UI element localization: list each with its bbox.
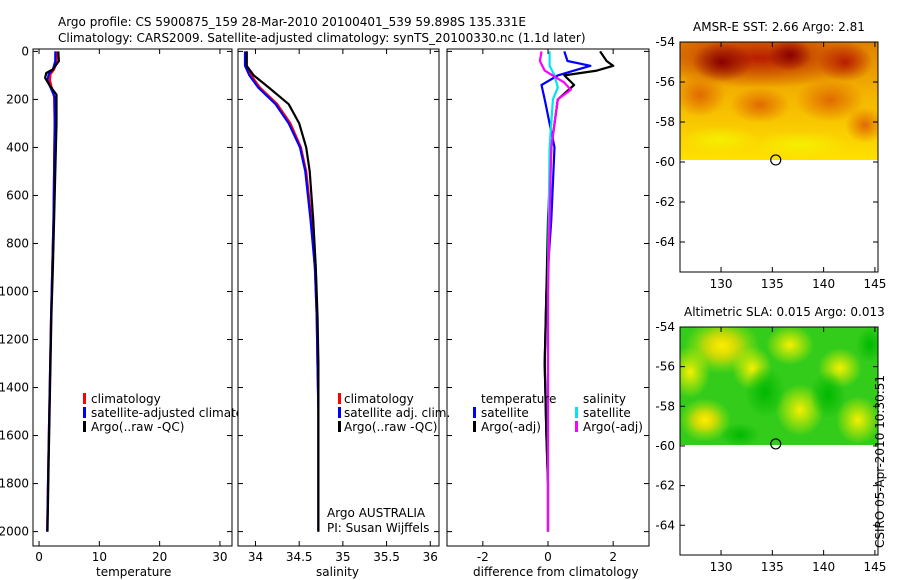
x-tick-label: 10: [92, 550, 107, 564]
depth-tick-label: 1600: [0, 429, 29, 443]
diff-legend-swatch-sal-argo: [575, 421, 578, 432]
argo-location-marker: [770, 154, 782, 166]
diff-legend-label-temp-argo: Argo(-adj): [481, 420, 541, 434]
depth-tick-label: 200: [6, 92, 29, 106]
lat-tick-label: -60: [655, 155, 675, 169]
depth-tick-label: 1200: [0, 333, 29, 347]
sst-map-frame: [679, 41, 879, 273]
argo-location-marker: [770, 438, 782, 450]
difference-legend: temperature satellite Argo(-adj) salinit…: [473, 392, 643, 434]
difference-axis-label: difference from climatology: [473, 565, 639, 579]
temperature-axis-label: temperature: [96, 565, 171, 579]
diff-legend-title-temperature: temperature: [481, 392, 556, 406]
series-salinity-argo-adj-: [538, 51, 572, 532]
sal-legend-label-climatology: climatology: [344, 392, 414, 406]
sst-heatmap: [680, 42, 878, 160]
sla-map-title: Altimetric SLA: 0.015 Argo: 0.013: [684, 305, 885, 319]
sst-map-title: AMSR-E SST: 2.66 Argo: 2.81: [693, 20, 865, 34]
lon-tick-label: 135: [761, 277, 784, 291]
pi-annotation: PI: Susan Wijffels: [327, 521, 429, 535]
lat-tick-label: -64: [655, 235, 675, 249]
x-tick-label: -2: [477, 550, 489, 564]
lon-tick-label: 145: [863, 560, 886, 574]
diff-legend-swatch-temp-satellite: [473, 407, 476, 418]
sal-legend-swatch-satellite: [338, 407, 341, 418]
series-argo-raw-qc-: [245, 51, 320, 532]
x-tick-label: 0: [35, 550, 43, 564]
lat-tick-label: -58: [655, 399, 675, 413]
salinity-legend: climatology satellite adj. clim. Argo(..…: [327, 392, 450, 535]
diff-legend-label-sal-satellite: satellite: [583, 406, 631, 420]
depth-tick-label: 400: [6, 140, 29, 154]
salinity-panel-frame: [237, 48, 440, 547]
diff-legend-title-salinity: salinity: [583, 392, 626, 406]
x-tick-label: 2: [609, 550, 617, 564]
depth-tick-label: 2000: [0, 525, 29, 539]
x-tick-label: 30: [212, 550, 227, 564]
figure-title-line-1: Argo profile: CS 5900875_159 28-Mar-2010…: [58, 15, 526, 29]
sal-legend-swatch-argo: [338, 421, 341, 432]
lon-tick-label: 130: [710, 277, 733, 291]
lat-tick-label: -58: [655, 115, 675, 129]
x-tick-label: 35.5: [373, 550, 400, 564]
series-argo-raw-qc-: [43, 51, 61, 532]
legend-swatch-argo: [83, 421, 86, 432]
sla-heatmap: [680, 327, 878, 445]
lat-tick-label: -60: [655, 439, 675, 453]
depth-tick-label: 800: [6, 236, 29, 250]
series-climatology: [245, 51, 320, 532]
sal-legend-swatch-climatology: [338, 393, 341, 404]
x-tick-label: 35: [335, 550, 350, 564]
lon-tick-label: 140: [812, 277, 835, 291]
difference-plot: -2 0 2: [447, 49, 649, 564]
temperature-legend: climatology satellite-adjusted climatolo…: [83, 392, 269, 434]
legend-label-climatology: climatology: [91, 392, 161, 406]
legend-swatch-satellite: [83, 407, 86, 418]
depth-axis: 0 200 400 600 800 1000 1200 1400 1600 1800 2000: [0, 44, 38, 539]
depth-tick-label: 0: [21, 44, 29, 58]
depth-tick-label: 1000: [0, 284, 29, 298]
legend-label-satellite: satellite-adjusted climatology: [91, 406, 269, 420]
legend-label-argo: Argo(..raw -QC): [91, 420, 184, 434]
lat-tick-label: -54: [655, 35, 675, 49]
lon-tick-label: 135: [761, 560, 784, 574]
sal-legend-label-argo: Argo(..raw -QC): [344, 420, 437, 434]
lat-tick-label: -62: [655, 479, 675, 493]
x-tick-label: 34.5: [286, 550, 313, 564]
lat-tick-label: -64: [655, 518, 675, 532]
lon-tick-label: 140: [812, 560, 835, 574]
figure-title-line-2: Climatology: CARS2009. Satellite-adjuste…: [58, 31, 586, 45]
x-tick-label: 20: [152, 550, 167, 564]
depth-tick-label: 600: [6, 188, 29, 202]
sla-map-frame: [679, 326, 879, 556]
diff-legend-label-temp-satellite: satellite: [481, 406, 529, 420]
lon-tick-label: 130: [710, 560, 733, 574]
lat-tick-label: -56: [655, 75, 675, 89]
lon-tick-label: 145: [863, 277, 886, 291]
depth-tick-label: 1800: [0, 477, 29, 491]
x-tick-label: 36: [423, 550, 438, 564]
diff-legend-swatch-sal-satellite: [575, 407, 578, 418]
salinity-plot: 34 34.5 35 35.5 36: [238, 49, 439, 564]
series-satellite-adj-clim-: [243, 51, 320, 532]
sst-map-axes: -54 -56 -58 -60 -62 -64 130 135 140 145: [655, 35, 886, 291]
diff-legend-swatch-temp-argo: [473, 421, 476, 432]
lat-tick-label: -54: [655, 320, 675, 334]
temperature-plot: 0 10 20 30: [35, 49, 232, 564]
sla-map-axes: -54 -56 -58 -60 -62 -64 130 135 140 145: [655, 320, 886, 574]
csiro-timestamp: CSIRO 05-Apr-2010 10:30:51: [873, 374, 887, 548]
legend-swatch-climatology: [83, 393, 86, 404]
depth-tick-label: 1400: [0, 381, 29, 395]
x-tick-label: 34: [248, 550, 263, 564]
argo-agency-annotation: Argo AUSTRALIA: [327, 506, 426, 520]
salinity-axis-label: salinity: [316, 565, 359, 579]
lat-tick-label: -56: [655, 360, 675, 374]
temperature-panel-frame: [32, 48, 233, 547]
diff-legend-label-sal-argo: Argo(-adj): [583, 420, 643, 434]
sal-legend-label-satellite: satellite adj. clim.: [344, 406, 450, 420]
lat-tick-label: -62: [655, 195, 675, 209]
x-tick-label: 0: [544, 550, 552, 564]
